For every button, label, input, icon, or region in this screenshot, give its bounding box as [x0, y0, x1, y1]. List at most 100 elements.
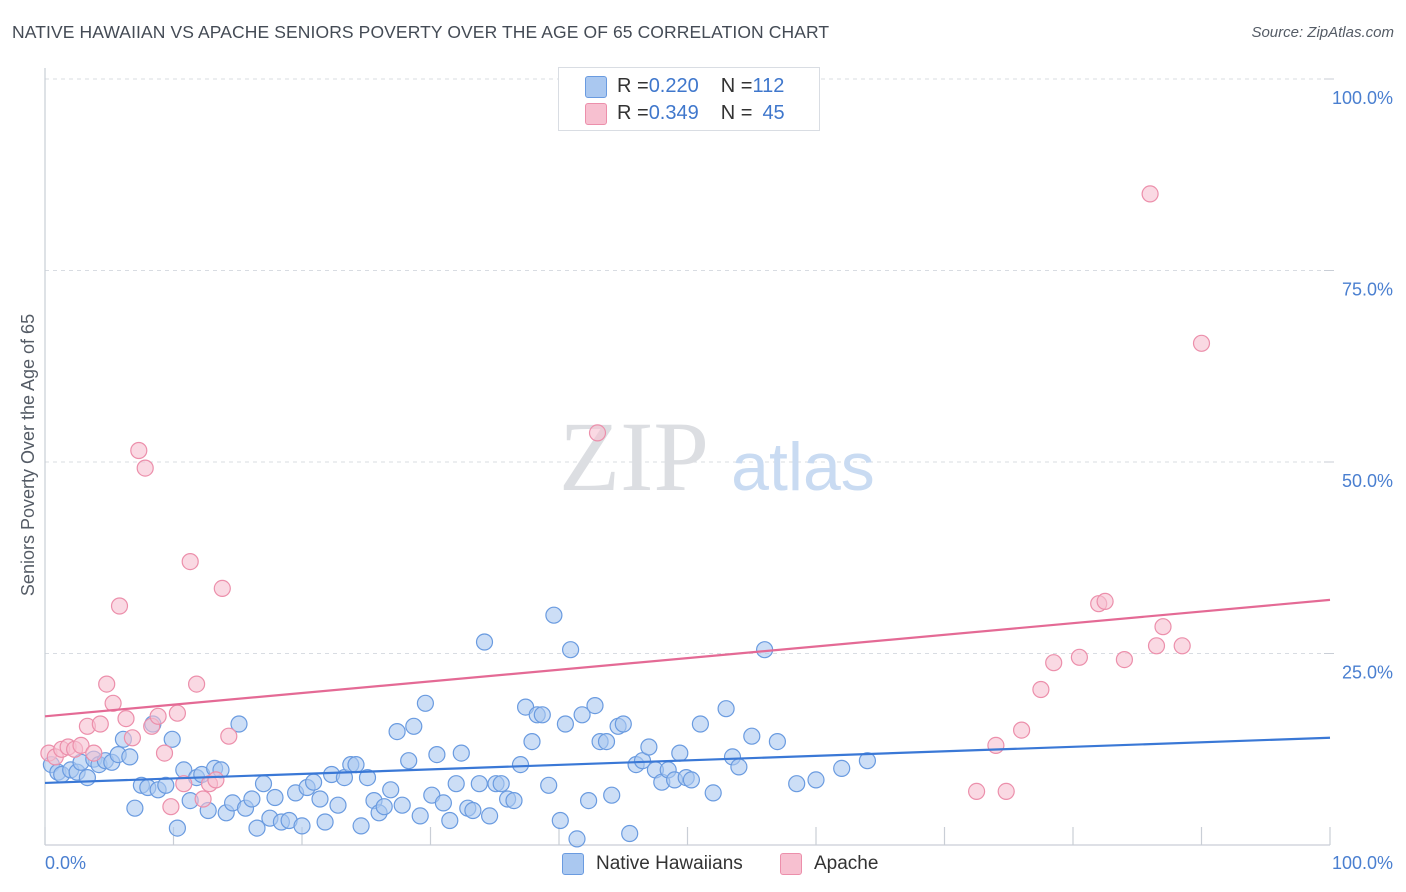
data-point-native-hawaiians — [452, 744, 470, 762]
data-point-apache — [162, 798, 180, 816]
data-point-native-hawaiians — [492, 775, 510, 793]
data-point-native-hawaiians — [126, 799, 144, 817]
data-point-native-hawaiians — [682, 771, 701, 789]
r-value: 0.349 — [648, 101, 699, 124]
data-point-apache — [123, 729, 141, 747]
data-point-native-hawaiians — [441, 811, 459, 830]
data-point-native-hawaiians — [730, 758, 748, 776]
data-point-native-hawaiians — [470, 775, 488, 793]
data-point-native-hawaiians — [447, 775, 465, 793]
stats-row-apache: R = 0.349 N = 45 — [617, 100, 785, 126]
legend-item-native-hawaiians[interactable]: Native Hawaiians — [562, 851, 743, 877]
data-point-native-hawaiians — [352, 817, 370, 835]
data-point-apache — [213, 579, 231, 598]
data-point-native-hawaiians — [382, 781, 400, 799]
data-point-apache — [1115, 650, 1134, 669]
data-point-apache — [220, 727, 238, 745]
data-point-apache — [72, 736, 90, 755]
data-point-apache — [155, 744, 174, 762]
data-point-apache — [110, 597, 129, 615]
data-point-native-hawaiians — [551, 811, 569, 830]
data-point-native-hawaiians — [400, 752, 418, 770]
data-point-native-hawaiians — [568, 830, 586, 848]
data-point-native-hawaiians — [230, 715, 248, 733]
data-point-native-hawaiians — [523, 732, 541, 751]
data-point-apache — [1147, 637, 1166, 655]
data-point-native-hawaiians — [807, 771, 825, 789]
data-point-native-hawaiians — [545, 606, 563, 624]
data-point-native-hawaiians — [254, 775, 273, 793]
data-point-native-hawaiians — [717, 700, 735, 718]
x-tick-label: 0.0% — [45, 853, 86, 873]
data-point-apache — [967, 782, 986, 801]
data-point-native-hawaiians — [533, 706, 551, 724]
watermark-zip: ZIP — [559, 401, 709, 512]
data-point-native-hawaiians — [858, 752, 877, 770]
data-point-native-hawaiians — [393, 796, 411, 814]
r-label: R = — [617, 74, 649, 97]
data-point-apache — [175, 775, 193, 793]
data-point-native-hawaiians — [411, 807, 429, 825]
data-point-apache — [117, 709, 135, 728]
trend-line-apache — [44, 598, 1331, 718]
data-point-apache — [168, 704, 186, 722]
data-point-native-hawaiians — [671, 744, 689, 762]
data-point-native-hawaiians — [293, 817, 311, 835]
x-tick-label: 100.0% — [1332, 853, 1393, 873]
data-point-native-hawaiians — [428, 745, 446, 764]
data-point-native-hawaiians — [163, 730, 181, 748]
n-label: N = — [720, 74, 753, 97]
data-point-native-hawaiians — [388, 722, 406, 741]
data-point-apache — [130, 441, 148, 460]
data-point-apache — [1173, 637, 1191, 655]
data-point-native-hawaiians — [704, 784, 722, 802]
data-point-native-hawaiians — [586, 696, 604, 715]
n-label: N = — [720, 101, 753, 124]
data-point-native-hawaiians — [375, 798, 393, 816]
data-point-native-hawaiians — [305, 773, 323, 791]
data-point-native-hawaiians — [121, 748, 139, 766]
data-point-apache — [1070, 648, 1089, 666]
data-point-native-hawaiians — [640, 738, 658, 756]
data-point-native-hawaiians — [556, 715, 575, 733]
data-point-native-hawaiians — [157, 776, 175, 794]
y-tick-label: 25.0% — [1342, 663, 1393, 683]
data-point-native-hawaiians — [505, 791, 523, 810]
data-point-native-hawaiians — [347, 755, 365, 774]
data-point-native-hawaiians — [743, 727, 761, 745]
data-point-apache — [1012, 721, 1031, 739]
r-label: R = — [617, 101, 649, 124]
data-point-native-hawaiians — [579, 791, 598, 810]
chart-title: NATIVE HAWAIIAN VS APACHE SENIORS POVERT… — [12, 22, 830, 42]
legend-swatch-apache — [585, 103, 607, 125]
trend-line-native-hawaiians — [44, 736, 1331, 785]
y-tick-label: 75.0% — [1342, 280, 1393, 300]
data-point-apache — [149, 707, 167, 725]
data-point-native-hawaiians — [833, 759, 851, 778]
data-point-native-hawaiians — [329, 796, 347, 814]
data-point-native-hawaiians — [243, 790, 261, 808]
n-value: 45 — [762, 101, 785, 124]
data-point-native-hawaiians — [621, 824, 639, 843]
legend-item-apache[interactable]: Apache — [780, 851, 878, 877]
data-point-native-hawaiians — [475, 633, 494, 651]
data-point-native-hawaiians — [464, 801, 482, 820]
legend-swatch-native-hawaiians — [585, 76, 607, 98]
data-point-apache — [1096, 592, 1114, 611]
data-point-native-hawaiians — [481, 807, 499, 825]
data-point-native-hawaiians — [691, 715, 710, 733]
data-point-apache — [104, 694, 122, 712]
data-point-apache — [188, 675, 206, 693]
data-point-apache — [181, 552, 199, 571]
data-point-native-hawaiians — [311, 790, 329, 808]
y-axis-label: Seniors Poverty Over the Age of 65 — [18, 314, 38, 596]
data-point-apache — [85, 744, 103, 762]
data-point-native-hawaiians — [561, 641, 580, 659]
data-point-native-hawaiians — [603, 786, 621, 804]
source-credit: Source: ZipAtlas.com — [1251, 24, 1394, 41]
data-point-apache — [98, 675, 116, 693]
data-point-native-hawaiians — [573, 706, 591, 724]
data-point-native-hawaiians — [405, 717, 423, 735]
data-point-native-hawaiians — [614, 715, 632, 733]
